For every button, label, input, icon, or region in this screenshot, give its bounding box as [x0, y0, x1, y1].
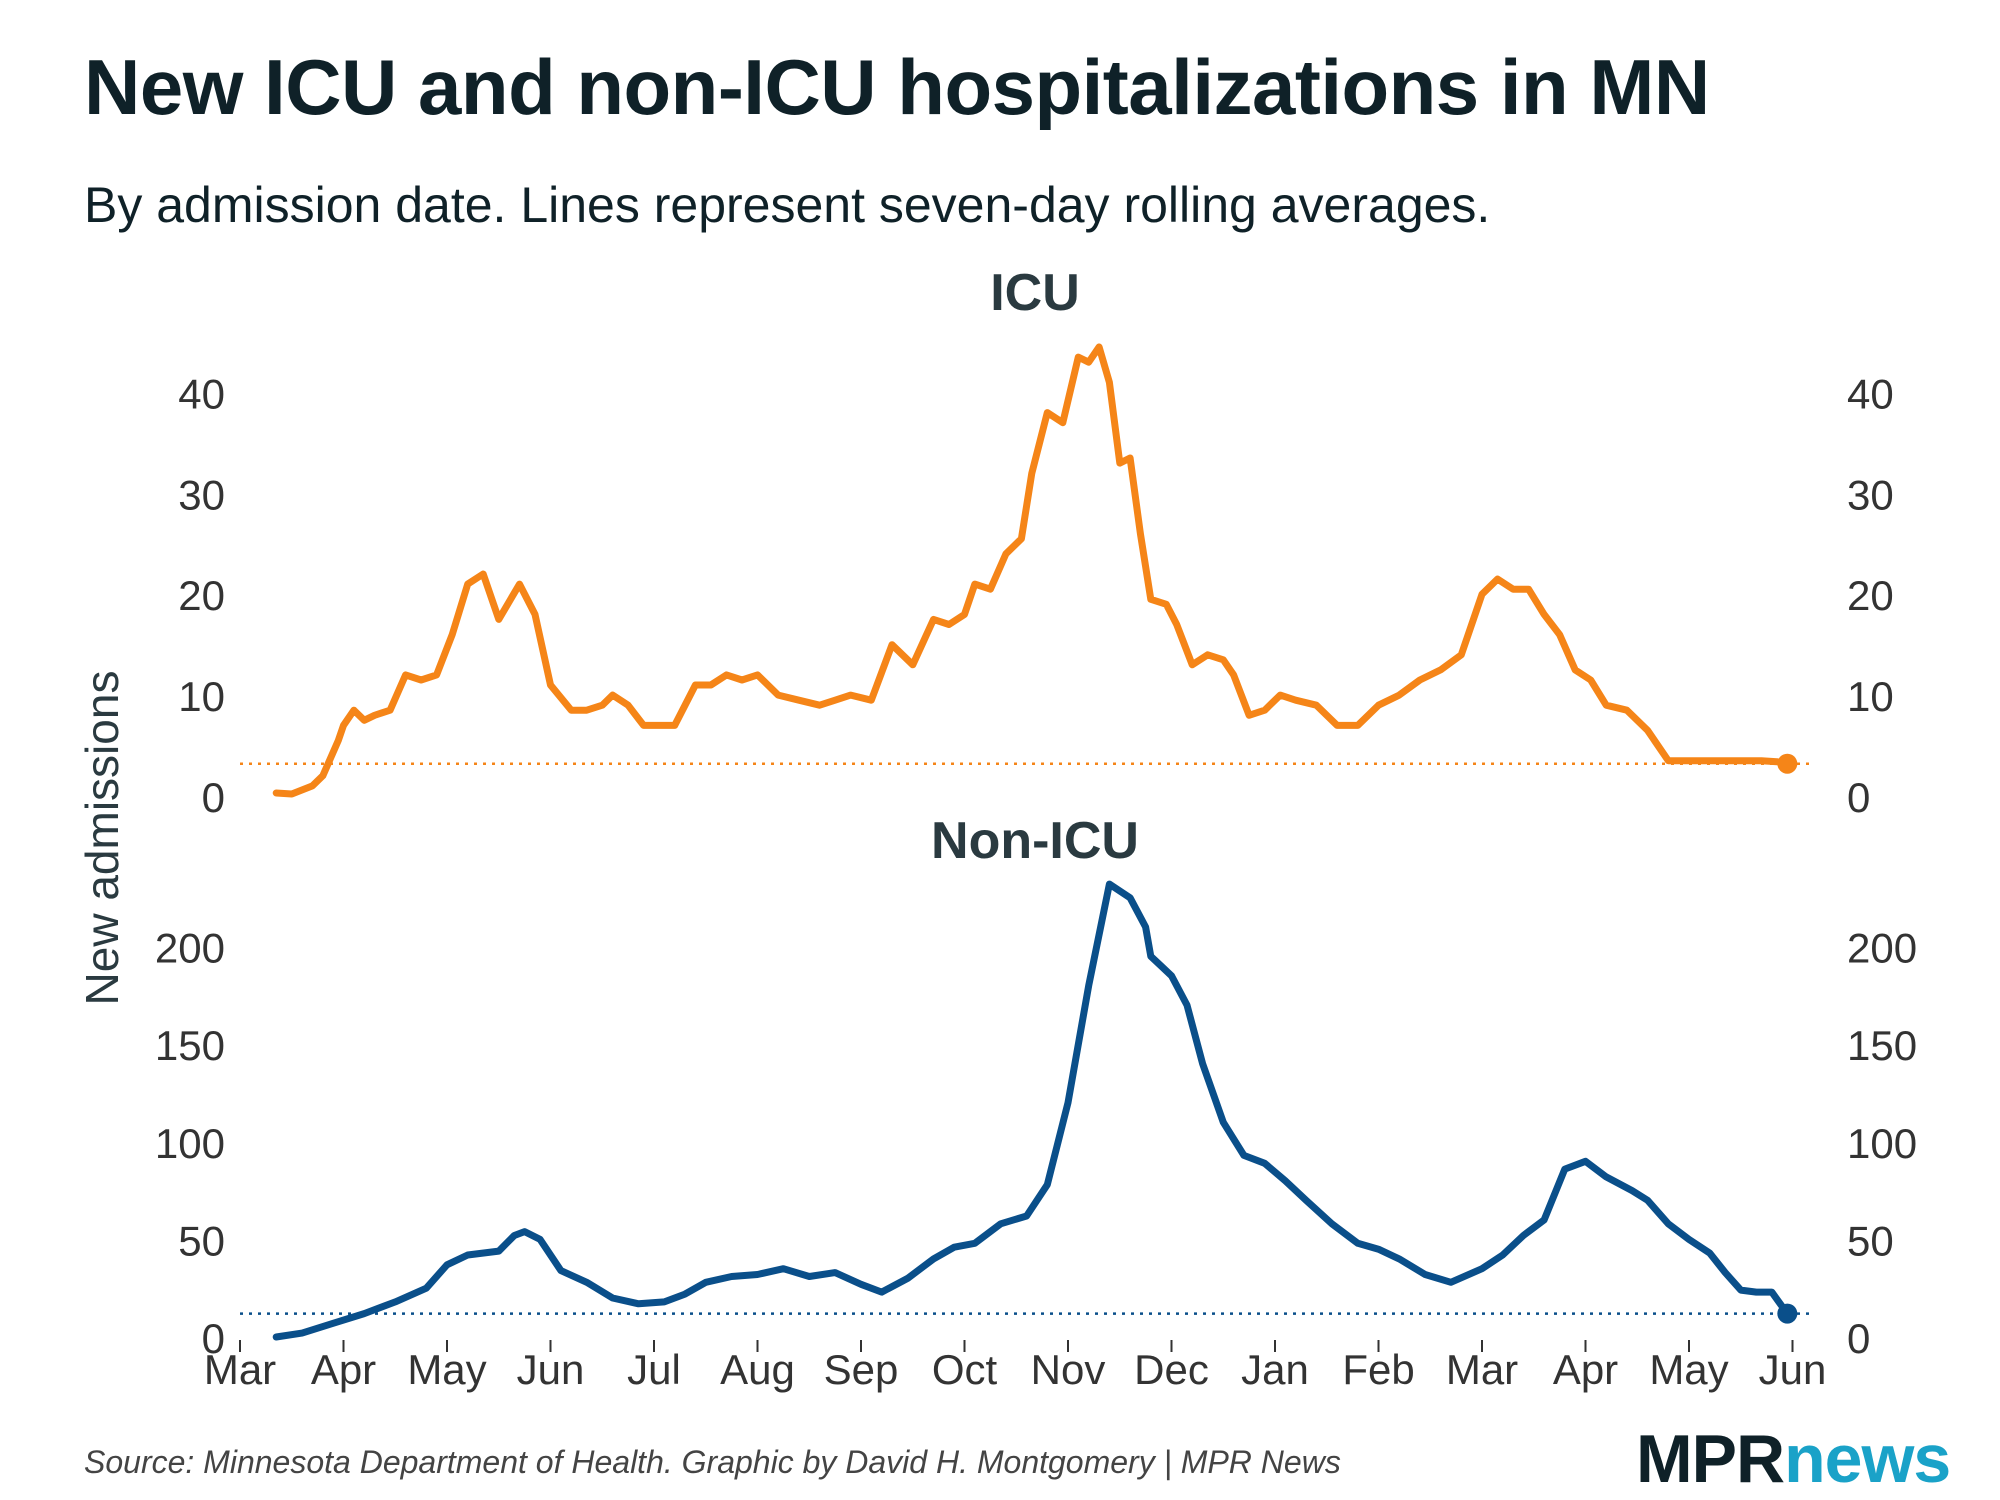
icu-ytick-right: 20: [1847, 572, 1894, 619]
non-icu-ytick-right: 0: [1847, 1315, 1870, 1362]
non-icu-ytick-right: 50: [1847, 1217, 1894, 1264]
icu-latest-point: [1777, 753, 1798, 774]
x-axis-label: Feb: [1342, 1346, 1414, 1393]
non-icu-ytick-right: 150: [1847, 1022, 1917, 1069]
x-axis-label: Jan: [1241, 1346, 1309, 1393]
x-axis-label: Jun: [517, 1346, 585, 1393]
x-axis-label: Jul: [627, 1346, 681, 1393]
non-icu-ytick-right: 100: [1847, 1120, 1917, 1167]
x-axis-label: Nov: [1031, 1346, 1106, 1393]
x-axis-label: May: [407, 1346, 486, 1393]
x-axis-label: Mar: [1446, 1346, 1518, 1393]
non-icu-series-line: [272, 880, 1791, 1341]
chart-svg: ICU Non-ICU New admissions 0 0 10 10 20 20 30 3…: [76, 264, 1917, 1393]
non-icu-panel: 0 0 50 50 100 100 150 150 200 200: [155, 880, 1917, 1362]
non-icu-ytick-left: 0: [202, 1315, 225, 1362]
icu-ytick-left: 30: [178, 471, 225, 518]
x-axis-label: Oct: [932, 1346, 998, 1393]
mpr-news-logo: MPRnews: [1636, 1420, 1951, 1498]
icu-ytick-left: 0: [202, 774, 225, 821]
chart-subtitle: By admission date. Lines represent seven…: [84, 177, 1491, 233]
icu-ytick-right: 40: [1847, 370, 1894, 417]
x-axis: Mar Apr May Jun Jul Aug Sep Oct Nov Dec Jan Feb Mar A…: [204, 1340, 1827, 1393]
logo-mpr: MPR: [1636, 1421, 1785, 1497]
icu-panel-title: ICU: [990, 264, 1080, 322]
icu-ytick-right: 30: [1847, 471, 1894, 518]
x-axis-label: Jun: [1759, 1346, 1827, 1393]
x-axis-label: Apr: [1553, 1346, 1618, 1393]
icu-series-line: [272, 343, 1791, 798]
icu-ytick-left: 20: [178, 572, 225, 619]
non-icu-ytick-right: 200: [1847, 925, 1917, 972]
non-icu-latest-point: [1777, 1303, 1798, 1324]
logo-news: news: [1784, 1421, 1951, 1497]
icu-ytick-right: 10: [1847, 673, 1894, 720]
y-axis-label: New admissions: [76, 671, 128, 1006]
icu-ytick-left: 10: [178, 673, 225, 720]
non-icu-ytick-left: 150: [155, 1022, 225, 1069]
non-icu-ytick-left: 50: [178, 1217, 225, 1264]
non-icu-ytick-left: 200: [155, 925, 225, 972]
source-note: Source: Minnesota Department of Health. …: [84, 1444, 1341, 1480]
x-axis-label: Sep: [824, 1346, 899, 1393]
x-axis-label: May: [1649, 1346, 1728, 1393]
chart-title: New ICU and non-ICU hospitalizations in …: [84, 43, 1710, 131]
non-icu-panel-title: Non-ICU: [931, 812, 1139, 870]
x-axis-label: Dec: [1134, 1346, 1209, 1393]
x-axis-label: Mar: [204, 1346, 276, 1393]
x-axis-label: Apr: [311, 1346, 376, 1393]
icu-panel: 0 0 10 10 20 20 30 30 40 40: [178, 343, 1894, 821]
icu-ytick-right: 0: [1847, 774, 1870, 821]
icu-ytick-left: 40: [178, 370, 225, 417]
x-axis-label: Aug: [720, 1346, 795, 1393]
non-icu-ytick-left: 100: [155, 1120, 225, 1167]
